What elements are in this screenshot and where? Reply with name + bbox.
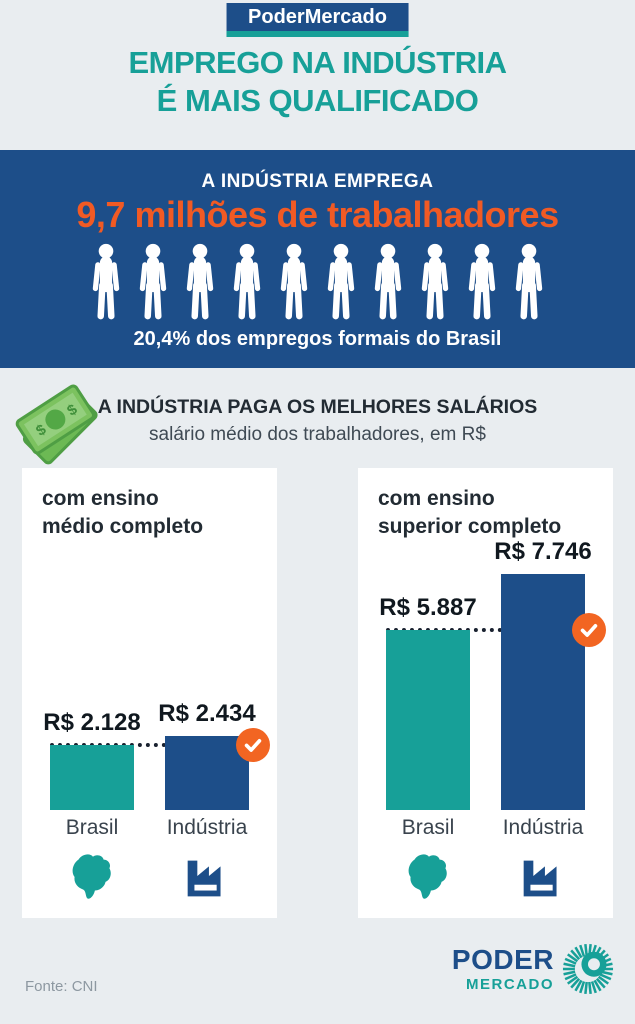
page-title-line1: EMPREGO NA INDÚSTRIA	[128, 45, 507, 80]
factory-icon	[473, 848, 613, 906]
salary-heading: A INDÚSTRIA PAGA OS MELHORES SALÁRIOS	[97, 396, 538, 418]
bar-brasil	[386, 630, 470, 810]
brazil-map-icon	[358, 848, 498, 906]
category-label-brasil: Brasil	[65, 816, 119, 839]
category-label-industria: Indústria	[502, 816, 584, 839]
salary-subheading: salário médio dos trabalhadores, em R$	[149, 424, 486, 445]
category-label-industria: Indústria	[166, 816, 248, 839]
person-icon	[280, 243, 308, 320]
value-label-brasil: R$ 5.887	[379, 594, 477, 622]
page-title-line2: É MAIS QUALIFICADO	[156, 82, 479, 118]
category-label-brasil: Brasil	[401, 816, 455, 839]
person-icon	[468, 243, 496, 320]
chart-title: com ensino superior completo	[378, 487, 562, 538]
bar-industria	[501, 573, 585, 810]
chart-card-ensino-medio: com ensino médio completo R$ 2.128 R$ 2.4…	[22, 468, 277, 918]
reference-dotted-line	[386, 628, 598, 633]
person-icon	[515, 243, 543, 320]
value-label-industria: R$ 2.434	[158, 699, 256, 727]
money-icon: $ $	[15, 384, 98, 465]
factory-icon	[137, 848, 277, 906]
logo-word-mercado: MERCADO	[466, 976, 554, 993]
person-icon	[421, 243, 449, 320]
sunburst-icon	[562, 943, 614, 995]
person-icon	[233, 243, 261, 320]
check-circle-icon	[572, 613, 606, 648]
person-icon	[186, 243, 214, 320]
brazil-map-icon	[22, 848, 162, 906]
check-circle-icon	[236, 728, 270, 763]
people-row	[0, 243, 635, 321]
bar-brasil	[50, 745, 134, 810]
banner-highlight-number: 9,7 milhões de trabalhadores	[76, 194, 559, 235]
bar-industria	[165, 735, 249, 810]
banner-caption: 20,4% dos empregos formais do Brasil	[133, 328, 502, 350]
logo-word-poder: PODER	[451, 944, 554, 975]
chart-card-ensino-superior: com ensino superior completo R$ 5.887 R$ …	[358, 468, 613, 918]
reference-dotted-line	[50, 743, 262, 748]
person-icon	[139, 243, 167, 320]
chart-title: com ensino médio completo	[42, 487, 204, 538]
person-icon	[374, 243, 402, 320]
person-icon	[92, 243, 120, 320]
source-note: Fonte: CNI	[25, 978, 98, 995]
banner-heading: A INDÚSTRIA EMPREGA	[201, 171, 434, 192]
brand-badge: PoderMercado	[226, 3, 409, 37]
employment-banner: A INDÚSTRIA EMPREGA 9,7 milhões de traba…	[0, 150, 635, 368]
person-icon	[327, 243, 355, 320]
value-label-industria: R$ 7.746	[494, 537, 592, 565]
value-label-brasil: R$ 2.128	[43, 709, 141, 737]
page-title: EMPREGO NA INDÚSTRIA É MAIS QUALIFICADO	[0, 44, 635, 120]
poder-mercado-logo: PODER MERCADO	[452, 938, 619, 1000]
